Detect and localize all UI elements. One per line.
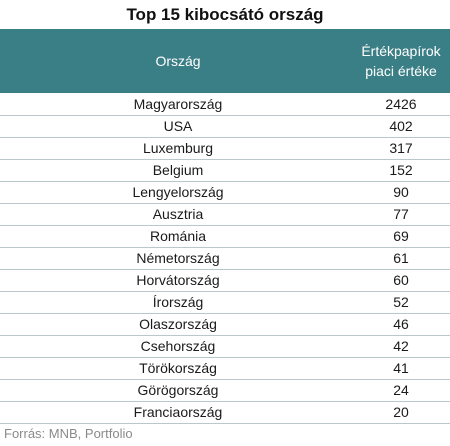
table-row: Ausztria 77 bbox=[0, 204, 450, 226]
cell-country: Csehország bbox=[140, 338, 216, 354]
cell-value: 60 bbox=[393, 272, 409, 288]
table-body: Magyarország 2426 USA 402 Luxemburg 317 Belgiu… bbox=[0, 94, 450, 424]
cell-value: 46 bbox=[393, 316, 409, 332]
cell-value: 90 bbox=[393, 184, 409, 200]
cell-value: 42 bbox=[393, 338, 409, 354]
cell-value: 24 bbox=[393, 382, 409, 398]
table-row: Románia 69 bbox=[0, 226, 450, 248]
column-header-value: Értékpapírok piaci értéke bbox=[326, 41, 450, 81]
cell-country: Németország bbox=[136, 250, 220, 266]
cell-country: Törökország bbox=[139, 360, 217, 376]
cell-value: 317 bbox=[389, 140, 413, 156]
cell-country: Franciaország bbox=[133, 404, 223, 420]
cell-value: 69 bbox=[393, 228, 409, 244]
cell-country: Olaszország bbox=[139, 316, 217, 332]
cell-country: USA bbox=[163, 118, 193, 134]
table-row: Olaszország 46 bbox=[0, 314, 450, 336]
cell-country: Írország bbox=[152, 294, 204, 310]
table-row: Franciaország 20 bbox=[0, 402, 450, 424]
table-row: Csehország 42 bbox=[0, 336, 450, 358]
table-row: Írország 52 bbox=[0, 292, 450, 314]
cell-value: 2426 bbox=[385, 96, 417, 112]
cell-country: Lengyelország bbox=[132, 184, 224, 200]
table-row: Lengyelország 90 bbox=[0, 182, 450, 204]
cell-country: Görögország bbox=[137, 382, 219, 398]
cell-value: 152 bbox=[389, 162, 413, 178]
table-row: Görögország 24 bbox=[0, 380, 450, 402]
table-row: Belgium 152 bbox=[0, 160, 450, 182]
cell-country: Ausztria bbox=[152, 206, 204, 222]
table-row: USA 402 bbox=[0, 116, 450, 138]
column-header-value-line2: piaci értéke bbox=[365, 63, 437, 79]
cell-value: 61 bbox=[393, 250, 409, 266]
column-header-value-line1: Értékpapírok bbox=[361, 43, 441, 59]
cell-value: 402 bbox=[389, 118, 413, 134]
chart-title: Top 15 kibocsátó ország bbox=[126, 5, 324, 24]
table-row: Törökország 41 bbox=[0, 358, 450, 380]
cell-country: Románia bbox=[149, 228, 207, 244]
cell-country: Luxemburg bbox=[142, 140, 214, 156]
cell-value: 20 bbox=[393, 404, 409, 420]
source-note: Forrás: MNB, Portfolio bbox=[4, 426, 133, 441]
cell-value: 52 bbox=[393, 294, 409, 310]
column-header-country: Ország bbox=[155, 53, 201, 69]
table-header: Ország Értékpapírok piaci értéke bbox=[0, 29, 450, 93]
cell-country: Horvátország bbox=[136, 272, 220, 288]
cell-value: 41 bbox=[393, 360, 409, 376]
table-row: Horvátország 60 bbox=[0, 270, 450, 292]
table-row: Luxemburg 317 bbox=[0, 138, 450, 160]
table-row: Németország 61 bbox=[0, 248, 450, 270]
table-row: Magyarország 2426 bbox=[0, 94, 450, 116]
cell-country: Belgium bbox=[152, 162, 204, 178]
cell-value: 77 bbox=[393, 206, 409, 222]
cell-country: Magyarország bbox=[133, 96, 223, 112]
